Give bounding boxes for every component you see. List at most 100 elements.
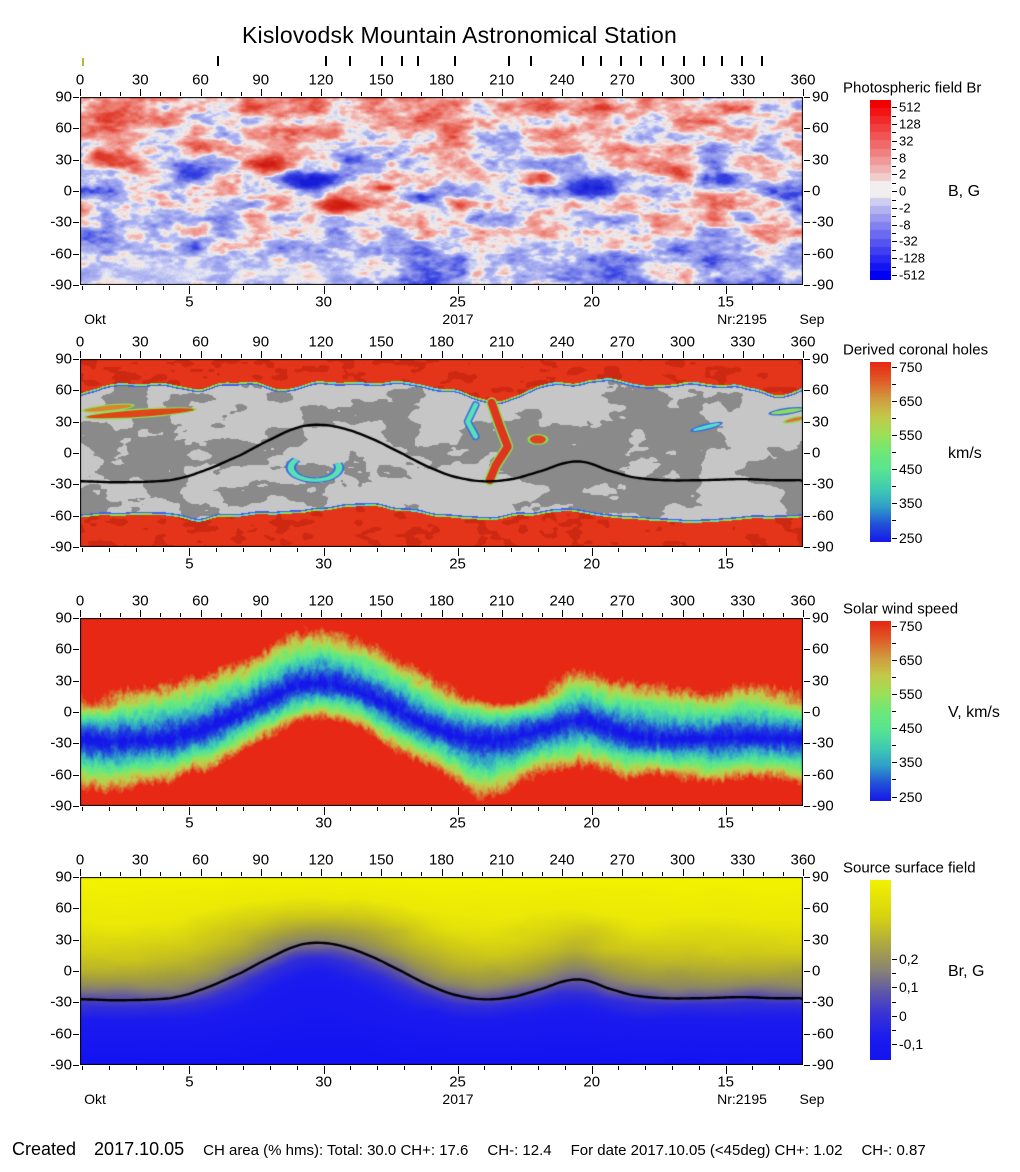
x-axis-tick bbox=[361, 613, 363, 617]
y-axis-label: 30 bbox=[812, 672, 829, 690]
y-axis-tick bbox=[804, 908, 810, 910]
colorbar-tick bbox=[892, 987, 897, 989]
x-axis-label: 120 bbox=[308, 333, 334, 351]
date-tick bbox=[779, 807, 781, 811]
date-tick bbox=[323, 286, 325, 294]
month-right: Sep bbox=[799, 311, 825, 327]
date-tick bbox=[725, 807, 727, 815]
x-axis-tick bbox=[280, 613, 282, 617]
x-axis-tick bbox=[200, 89, 202, 96]
date-tick bbox=[82, 807, 84, 811]
x-axis-tick bbox=[541, 92, 543, 96]
y-axis-label: 90 bbox=[812, 609, 829, 627]
observation-tick bbox=[349, 56, 352, 66]
y-axis-tick bbox=[73, 222, 79, 224]
date-tick bbox=[645, 807, 647, 811]
colorbar-tick bbox=[892, 266, 896, 268]
x-axis-tick bbox=[160, 92, 162, 96]
x-axis-tick bbox=[501, 89, 503, 96]
date-label: 25 bbox=[449, 555, 466, 573]
colorbar-tick bbox=[892, 140, 897, 142]
coronal-holes-colorbar bbox=[870, 362, 891, 542]
colorbar-tick-label: -0,1 bbox=[899, 1035, 924, 1052]
x-axis-label: 150 bbox=[368, 851, 394, 869]
x-axis-label: 270 bbox=[609, 333, 635, 351]
date-tick bbox=[538, 286, 539, 290]
observation-tick bbox=[640, 56, 643, 66]
y-axis-label: 60 bbox=[55, 119, 72, 137]
y-axis-tick bbox=[804, 453, 810, 454]
x-axis-label: 300 bbox=[669, 851, 696, 869]
colorbar-tick-label: -2 bbox=[899, 200, 911, 216]
y-axis-label: 30 bbox=[812, 413, 829, 431]
date-tick bbox=[430, 286, 432, 290]
x-axis-tick bbox=[762, 92, 764, 96]
x-axis-label: 270 bbox=[609, 71, 635, 89]
x-axis-tick bbox=[642, 613, 644, 617]
date-tick bbox=[296, 807, 298, 811]
date-tick bbox=[591, 286, 593, 294]
x-axis-tick bbox=[742, 869, 744, 876]
date-tick bbox=[243, 548, 245, 552]
x-axis-label: 330 bbox=[730, 71, 756, 89]
x-axis-tick bbox=[220, 613, 222, 617]
x-axis-tick bbox=[381, 869, 383, 876]
date-tick bbox=[323, 548, 325, 556]
date-tick bbox=[109, 548, 111, 552]
x-axis-tick bbox=[361, 872, 363, 876]
x-axis-tick bbox=[521, 872, 523, 876]
y-axis-label: 60 bbox=[55, 899, 72, 917]
date-tick bbox=[645, 286, 647, 290]
colorbar-tick bbox=[892, 258, 897, 260]
colorbar-tick bbox=[892, 182, 896, 184]
y-axis-label: 0 bbox=[63, 182, 72, 200]
legend-unit: km/s bbox=[948, 445, 982, 462]
date-tick bbox=[752, 548, 754, 552]
colorbar-tick bbox=[892, 486, 896, 488]
y-axis-label: 60 bbox=[812, 381, 829, 399]
y-axis-label: 0 bbox=[812, 444, 821, 462]
x-axis-tick bbox=[401, 354, 403, 358]
y-axis-tick bbox=[804, 971, 810, 972]
date-label: 20 bbox=[583, 814, 601, 832]
date-tick bbox=[672, 548, 674, 552]
y-axis-label: -90 bbox=[812, 797, 834, 815]
x-axis-tick bbox=[240, 613, 242, 617]
colorbar-tick-label: -128 bbox=[899, 250, 926, 266]
date-tick bbox=[779, 1066, 781, 1070]
date-tick bbox=[162, 286, 164, 290]
y-axis-label: -90 bbox=[50, 1056, 72, 1074]
colorbar-tick bbox=[892, 779, 896, 781]
date-tick bbox=[698, 1066, 700, 1070]
x-axis-tick bbox=[280, 92, 282, 96]
observation-tick bbox=[702, 56, 705, 66]
y-axis-label: -30 bbox=[50, 475, 72, 493]
x-axis-tick bbox=[481, 872, 483, 876]
date-tick bbox=[752, 807, 754, 811]
date-tick bbox=[779, 548, 781, 552]
x-axis-tick bbox=[803, 869, 804, 876]
created-label: Created bbox=[12, 1139, 77, 1159]
x-axis-tick bbox=[441, 869, 443, 876]
x-axis-tick bbox=[140, 89, 142, 96]
x-axis-tick bbox=[702, 872, 704, 876]
x-axis-tick bbox=[762, 354, 764, 358]
x-axis-label: 180 bbox=[428, 851, 455, 869]
x-axis-tick bbox=[341, 872, 343, 876]
y-axis-tick bbox=[804, 774, 810, 776]
x-axis-label: 90 bbox=[252, 71, 270, 89]
colorbar-tick bbox=[892, 1043, 897, 1045]
colorbar-tick bbox=[892, 659, 897, 661]
y-axis-label: 90 bbox=[812, 868, 829, 886]
x-axis-tick bbox=[642, 92, 644, 96]
date-tick bbox=[511, 286, 513, 290]
x-axis-tick bbox=[782, 872, 784, 876]
x-axis-label: 150 bbox=[368, 71, 394, 89]
x-axis-tick bbox=[742, 89, 744, 96]
x-axis-label: 150 bbox=[368, 592, 394, 610]
legend-title: Photospheric field Br bbox=[843, 79, 982, 97]
y-axis-label: 60 bbox=[812, 640, 829, 658]
observation-tick bbox=[325, 56, 328, 66]
date-label: 30 bbox=[315, 293, 332, 311]
y-axis-label: 90 bbox=[55, 609, 72, 627]
